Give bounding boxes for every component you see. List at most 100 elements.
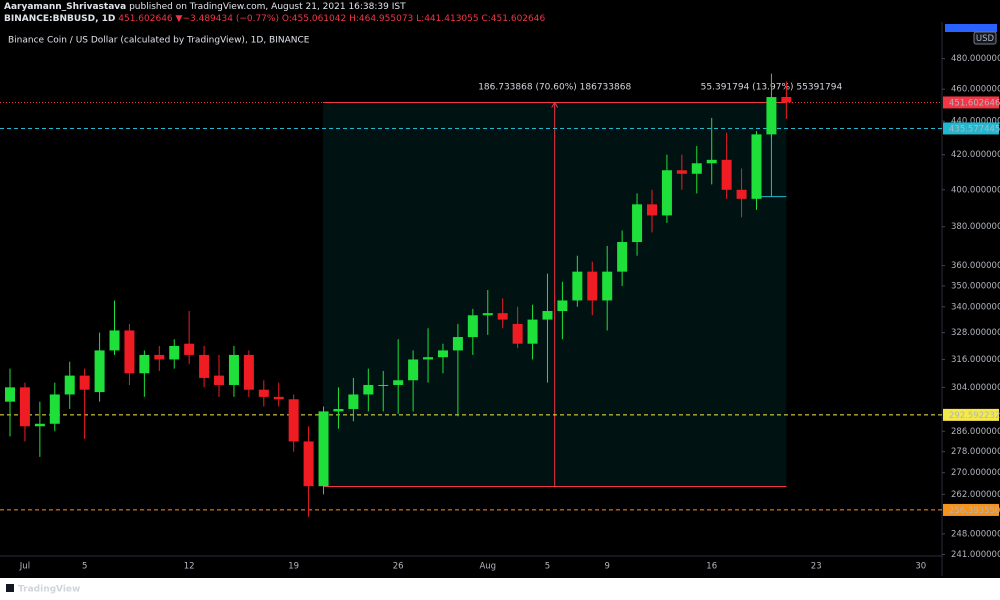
candle-body: [19, 387, 30, 427]
last-price: 451.602646: [118, 14, 173, 24]
y-tick-label: 262.000000: [951, 490, 1000, 500]
candle-body: [258, 389, 269, 397]
candle-body: [452, 337, 463, 351]
candle-body: [736, 189, 747, 199]
y-tick-label: 420.000000: [951, 150, 1000, 160]
candle-body: [706, 159, 717, 164]
change-arrow: ▼: [176, 14, 183, 24]
candle-body: [184, 343, 195, 355]
candle-body: [467, 315, 478, 338]
candle-body: [154, 354, 165, 360]
candle-body: [512, 323, 523, 344]
candle-body: [617, 242, 628, 272]
candle-body: [393, 380, 404, 385]
candle-body: [288, 399, 299, 442]
candle-body: [437, 350, 448, 358]
header-line-1: Aaryamann_Shrivastava published on Tradi…: [4, 2, 406, 12]
candle-body: [587, 271, 598, 301]
candle-body: [661, 170, 672, 216]
y-tick-label: 350.000000: [951, 281, 1000, 291]
candle-body: [646, 204, 657, 216]
candle-body: [333, 408, 344, 412]
close: C:451.602646: [481, 14, 545, 24]
candle-body: [169, 345, 180, 360]
candle-body: [363, 384, 374, 395]
candle-body: [64, 375, 75, 395]
high: H:464.955073: [349, 14, 413, 24]
brand: TradingView: [18, 585, 80, 595]
x-tick-label: 23: [811, 562, 822, 572]
header-line-2: BINANCE:BNBUSD, 1D 451.602646 ▼−3.489434…: [4, 14, 545, 24]
candle-body: [303, 441, 314, 487]
y-tick-label: 460.000000: [951, 85, 1000, 95]
x-tick-label: 26: [393, 562, 404, 572]
y-tick-label: 360.000000: [951, 261, 1000, 271]
x-tick-label: 16: [706, 562, 717, 572]
price-label: 256.393550: [949, 506, 1000, 516]
candle-body: [632, 204, 643, 243]
currency-box: [973, 31, 997, 45]
x-tick-label: 30: [915, 562, 926, 572]
y-tick-label: 328.000000: [951, 328, 1000, 338]
candle-body: [49, 394, 60, 424]
candle-body: [497, 313, 508, 320]
y-tick-label: 241.000000: [951, 550, 1000, 560]
candle-body: [34, 423, 45, 427]
measure-label: 186.733868 (70.60%) 186733868: [478, 83, 631, 93]
x-tick-label: Jul: [19, 562, 30, 572]
low: L:441.413055: [416, 14, 478, 24]
candle-body: [243, 354, 254, 390]
price-label-box: [943, 503, 999, 516]
x-tick-label: Aug: [479, 562, 496, 572]
y-tick-label: 316.000000: [951, 355, 1000, 365]
open: O:455.061042: [282, 14, 346, 24]
x-tick-label: 5: [82, 562, 87, 572]
candle-body: [79, 375, 90, 390]
y-tick-label: 480.000000: [951, 54, 1000, 64]
published: published on TradingView.com, August 21,…: [129, 2, 406, 12]
candle-body: [602, 271, 613, 301]
y-tick-label: 286.000000: [951, 427, 1000, 437]
x-tick-label: 19: [288, 562, 299, 572]
change: −3.489434 (−0.77%): [182, 14, 279, 24]
y-tick-label: 278.000000: [951, 447, 1000, 457]
candle-body: [348, 394, 359, 409]
candle-body: [423, 357, 434, 360]
y-tick-label: 304.000000: [951, 383, 1000, 393]
price-label: 451.602646: [949, 98, 1000, 108]
price-label-box: [943, 408, 999, 421]
y-tick-label: 248.000000: [951, 529, 1000, 539]
candle-body: [139, 354, 150, 374]
y-tick-label: 400.000000: [951, 185, 1000, 195]
candle-body: [751, 134, 762, 199]
candle-body: [109, 330, 120, 351]
price-label-box: [943, 122, 999, 135]
candle-body: [408, 359, 419, 381]
footer: [0, 578, 1000, 600]
candle-body: [721, 159, 732, 190]
y-tick-label: 380.000000: [951, 222, 1000, 232]
candle-body: [378, 384, 389, 386]
measure-arrowhead: [551, 101, 559, 108]
candle-body: [228, 354, 239, 385]
candle-body: [766, 97, 777, 135]
candle-body: [318, 411, 329, 487]
author: Aaryamann_Shrivastava: [4, 2, 126, 12]
chart-title: Binance Coin / US Dollar (calculated by …: [8, 36, 310, 46]
x-tick-label: 5: [545, 562, 550, 572]
candle-body: [124, 330, 135, 374]
currency: USD: [976, 34, 995, 44]
candle-body: [482, 313, 493, 316]
candle-body: [94, 350, 105, 393]
candle-body: [214, 375, 225, 385]
y-tick-label: 440.000000: [951, 117, 1000, 127]
candle-body: [273, 396, 284, 400]
candle-body: [557, 300, 568, 312]
x-tick-label: 12: [184, 562, 195, 572]
logo-mark: [6, 584, 14, 592]
candle-body: [691, 163, 702, 174]
candle-body: [5, 387, 15, 402]
background: [0, 0, 1000, 578]
price-label: 292.592232: [949, 411, 1000, 421]
